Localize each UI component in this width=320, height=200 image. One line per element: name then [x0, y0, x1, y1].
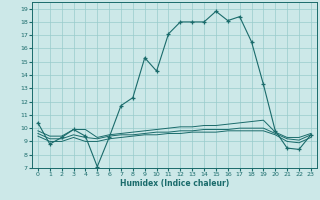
- X-axis label: Humidex (Indice chaleur): Humidex (Indice chaleur): [120, 179, 229, 188]
